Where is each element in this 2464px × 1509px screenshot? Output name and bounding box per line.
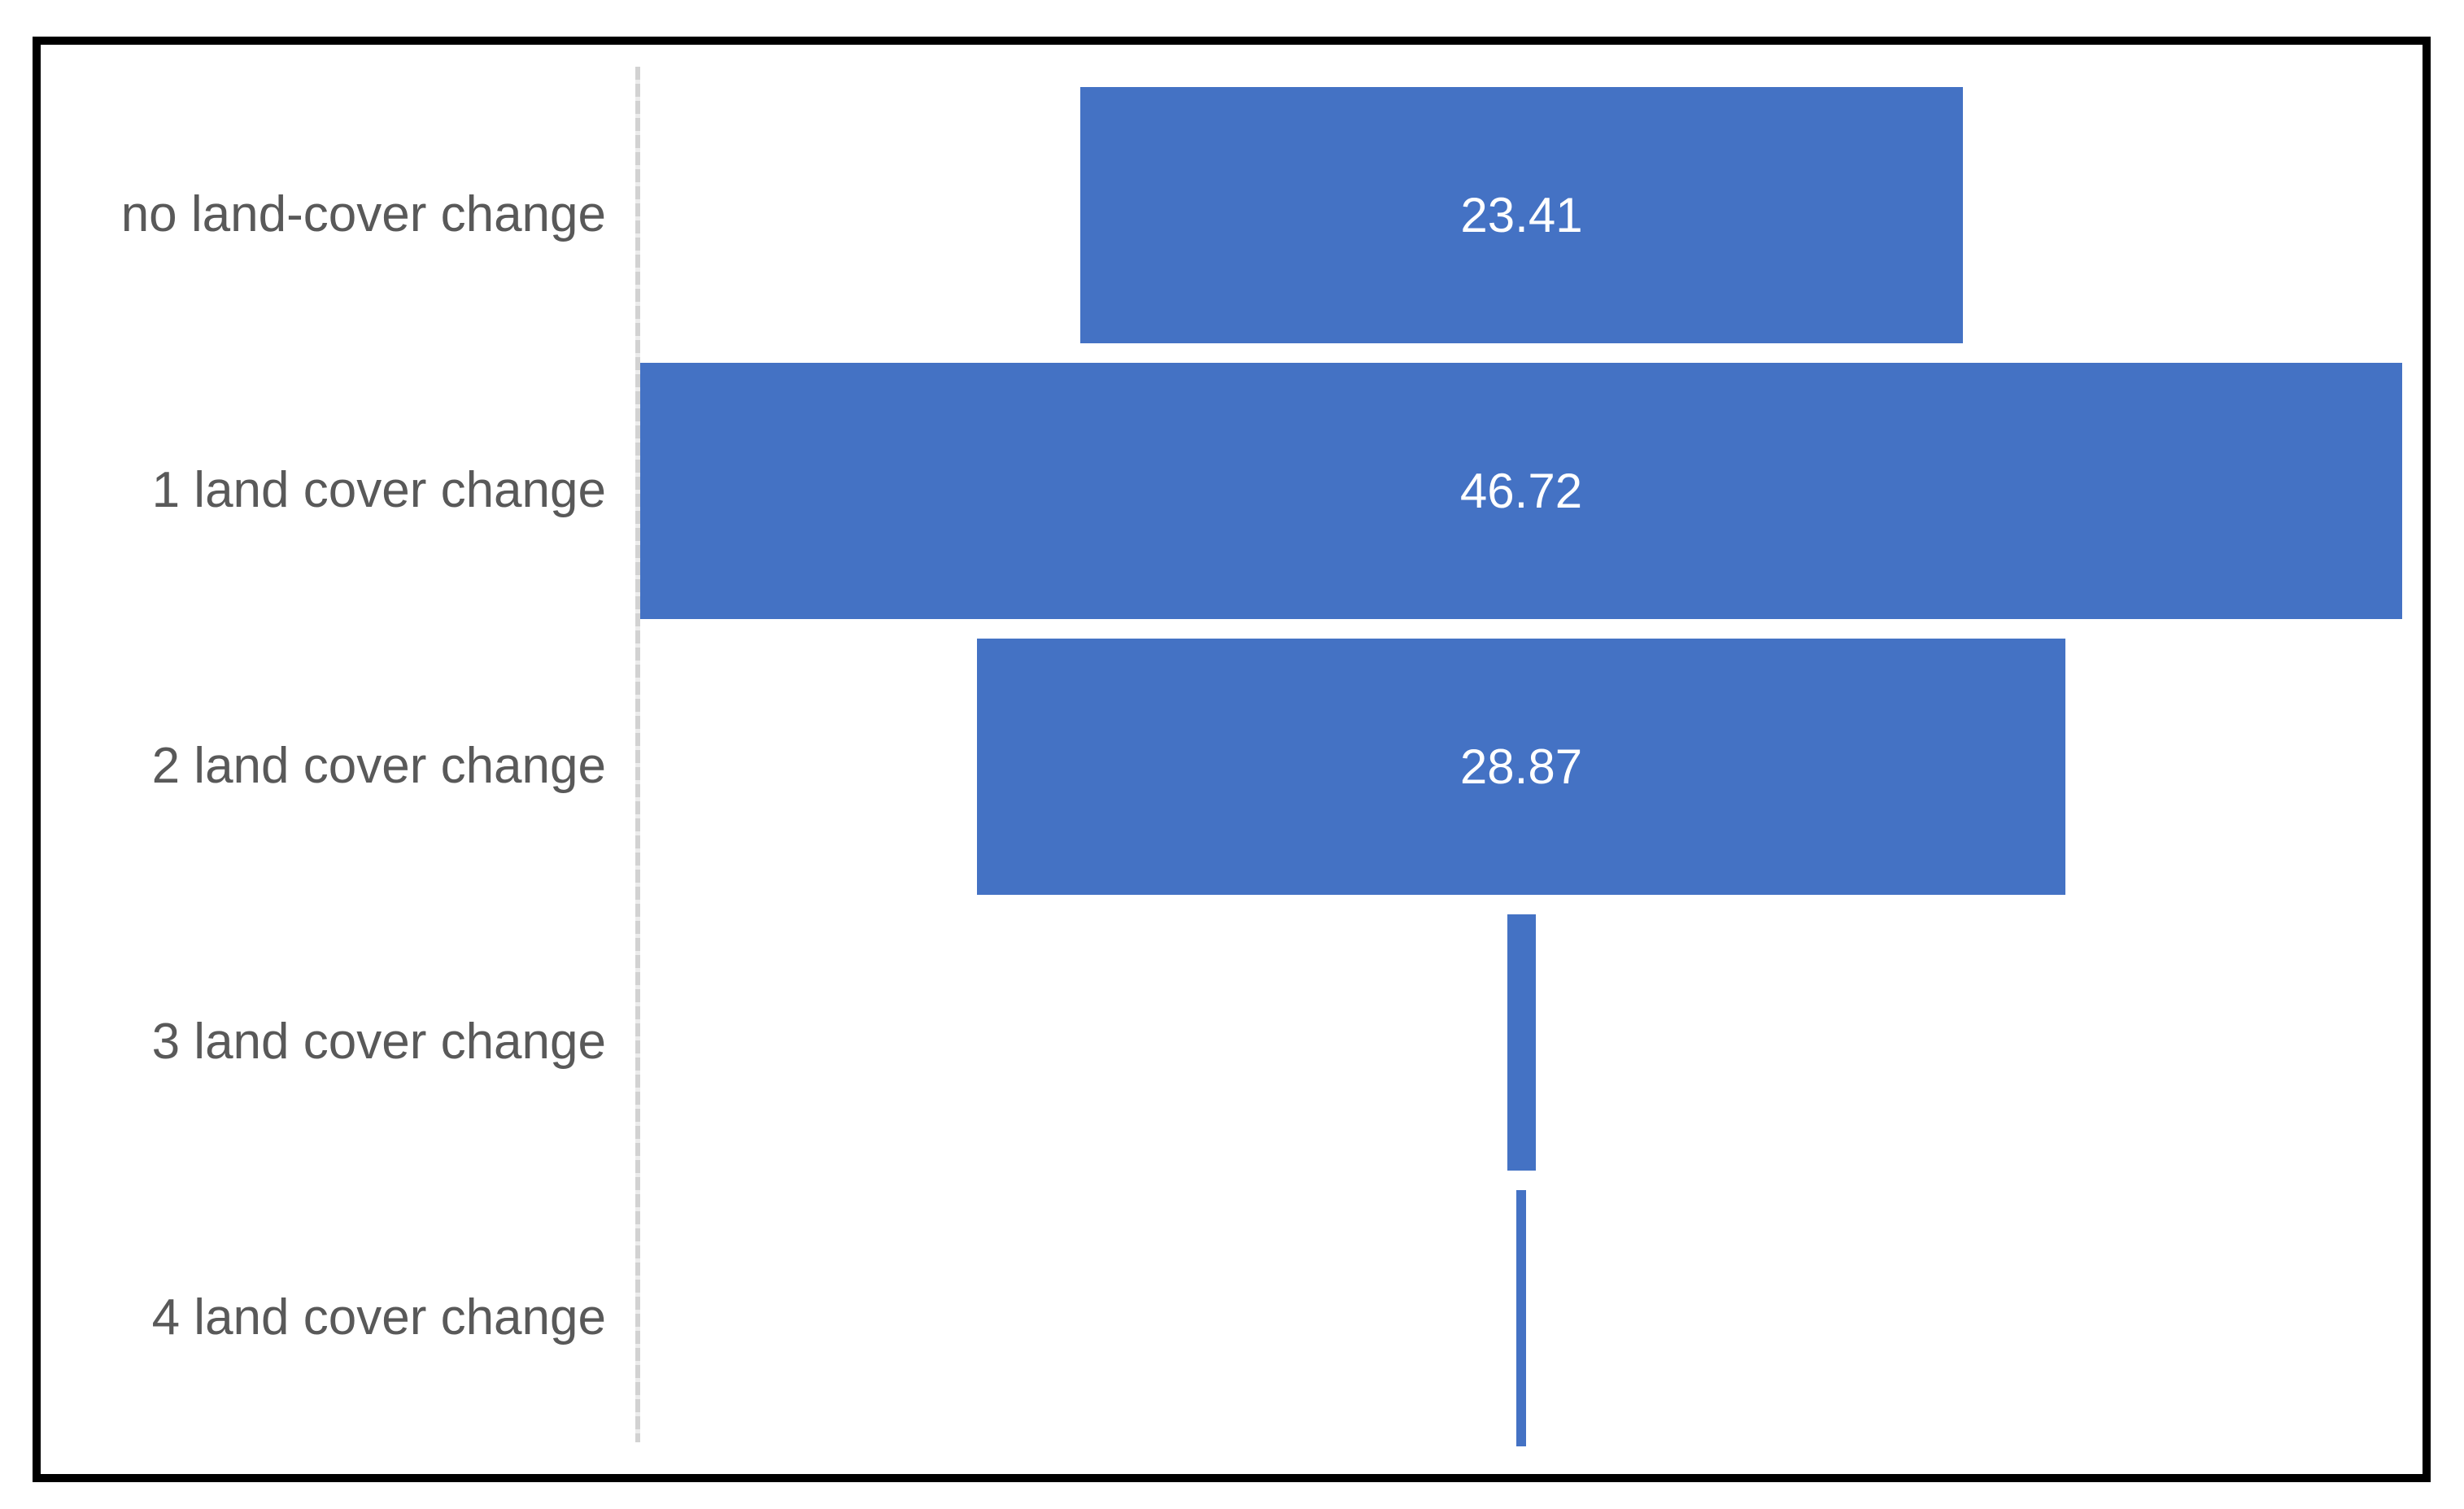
bar-data-label-2: 28.87	[1459, 739, 1583, 794]
bar-2: 28.87	[977, 639, 2065, 895]
bar-1: 46.72	[640, 363, 2402, 619]
bar-data-label-0: 23.41	[1460, 187, 1583, 242]
bar-0: 23.41	[1080, 87, 1963, 343]
bar-data-label-1: 46.72	[1459, 463, 1583, 518]
bar-4	[1516, 1190, 1526, 1446]
bar-3	[1507, 914, 1536, 1171]
category-label-2: 2 land cover change	[151, 738, 606, 794]
category-label-1: 1 land cover change	[151, 462, 606, 518]
category-label-3: 3 land cover change	[151, 1014, 606, 1070]
category-label-0: no land-cover change	[120, 186, 606, 242]
category-axis-line	[635, 67, 640, 1442]
category-label-4: 4 land cover change	[151, 1289, 606, 1345]
